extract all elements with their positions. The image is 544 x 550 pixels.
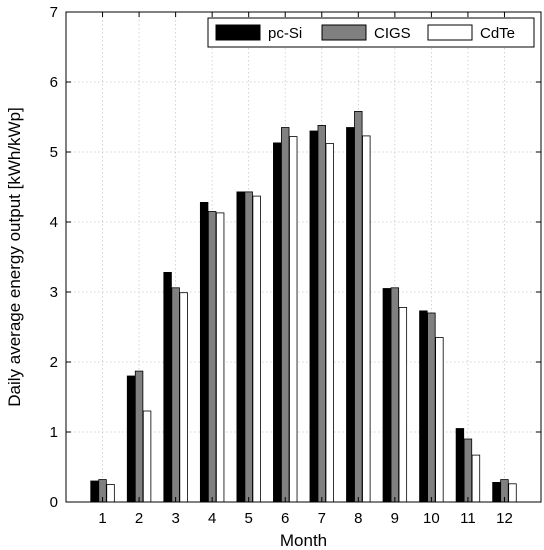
bar-cigs: [390, 287, 400, 503]
bar-cdte: [362, 135, 371, 503]
legend-box: [207, 17, 535, 48]
bar-pc-si: [90, 480, 99, 503]
bar-cigs: [463, 438, 473, 503]
bar-pc-si: [455, 428, 465, 503]
x-tick-label: 2: [135, 510, 143, 527]
bar-cdte: [325, 143, 334, 503]
bar-cdte: [471, 454, 481, 503]
bar-pc-si: [163, 271, 172, 503]
bar-pc-si: [126, 375, 136, 503]
y-tick-label: 0: [50, 494, 58, 511]
x-tick-label: 7: [318, 510, 326, 527]
y-tick-label: 5: [50, 144, 58, 161]
bar-cdte: [508, 483, 517, 503]
bar-cigs: [134, 370, 144, 503]
x-tick-label: 3: [171, 510, 179, 527]
bar-cigs: [207, 211, 217, 503]
bar-cigs: [427, 312, 436, 503]
bar-pc-si: [236, 191, 245, 503]
bar-cigs: [171, 287, 180, 503]
bar-pc-si: [273, 142, 282, 503]
y-tick-label: 7: [50, 4, 58, 21]
x-tick-label: 9: [391, 510, 399, 527]
bar-cdte: [142, 410, 152, 503]
x-tick-label: 1: [98, 510, 106, 527]
x-tick-label: 11: [460, 510, 476, 527]
y-tick-label: 1: [50, 424, 58, 441]
x-tick-label: 10: [423, 510, 440, 527]
legend-label-cdte: CdTe: [480, 25, 515, 42]
bar-cigs: [244, 191, 253, 503]
y-tick-label: 4: [50, 214, 58, 231]
x-tick-label: 12: [496, 510, 513, 527]
bar-cigs: [354, 111, 363, 503]
y-tick-label: 2: [50, 354, 58, 371]
x-tick-label: 8: [354, 510, 362, 527]
x-tick-label: 4: [208, 510, 216, 527]
legend-label-cigs: CIGS: [374, 25, 411, 42]
plot-frame: [65, 11, 542, 503]
legend: pc-Si CIGS CdTe: [207, 17, 535, 48]
bar-pc-si: [382, 288, 392, 503]
bar-cdte: [215, 212, 225, 503]
bar-cigs: [317, 125, 326, 503]
x-axis-title: Month: [280, 531, 327, 550]
bar-cdte: [398, 306, 408, 503]
y-tick-label: 3: [50, 284, 58, 301]
bar-pc-si: [492, 481, 501, 503]
bar-cdte: [179, 292, 188, 503]
bar-cigs: [281, 127, 290, 503]
x-tick-label: 6: [281, 510, 289, 527]
bar-pc-si: [199, 201, 209, 503]
legend-swatch-cigs: [321, 24, 367, 41]
legend-swatch-pc-si: [215, 24, 261, 41]
bar-cdte: [435, 337, 444, 503]
bar-cdte: [289, 136, 298, 503]
y-axis-title: Daily average energy output [kWh/kWp]: [5, 107, 24, 407]
legend-swatch-cdte: [427, 24, 473, 41]
bar-pc-si: [419, 310, 428, 503]
bars: [90, 111, 517, 503]
bar-pc-si: [309, 130, 318, 503]
bar-pc-si: [346, 127, 355, 503]
bar-cdte: [106, 484, 115, 503]
bar-cdte: [252, 195, 261, 503]
y-tick-label: 6: [50, 74, 58, 91]
x-tick-label: 5: [245, 510, 253, 527]
legend-label-pc-si: pc-Si: [268, 25, 302, 42]
